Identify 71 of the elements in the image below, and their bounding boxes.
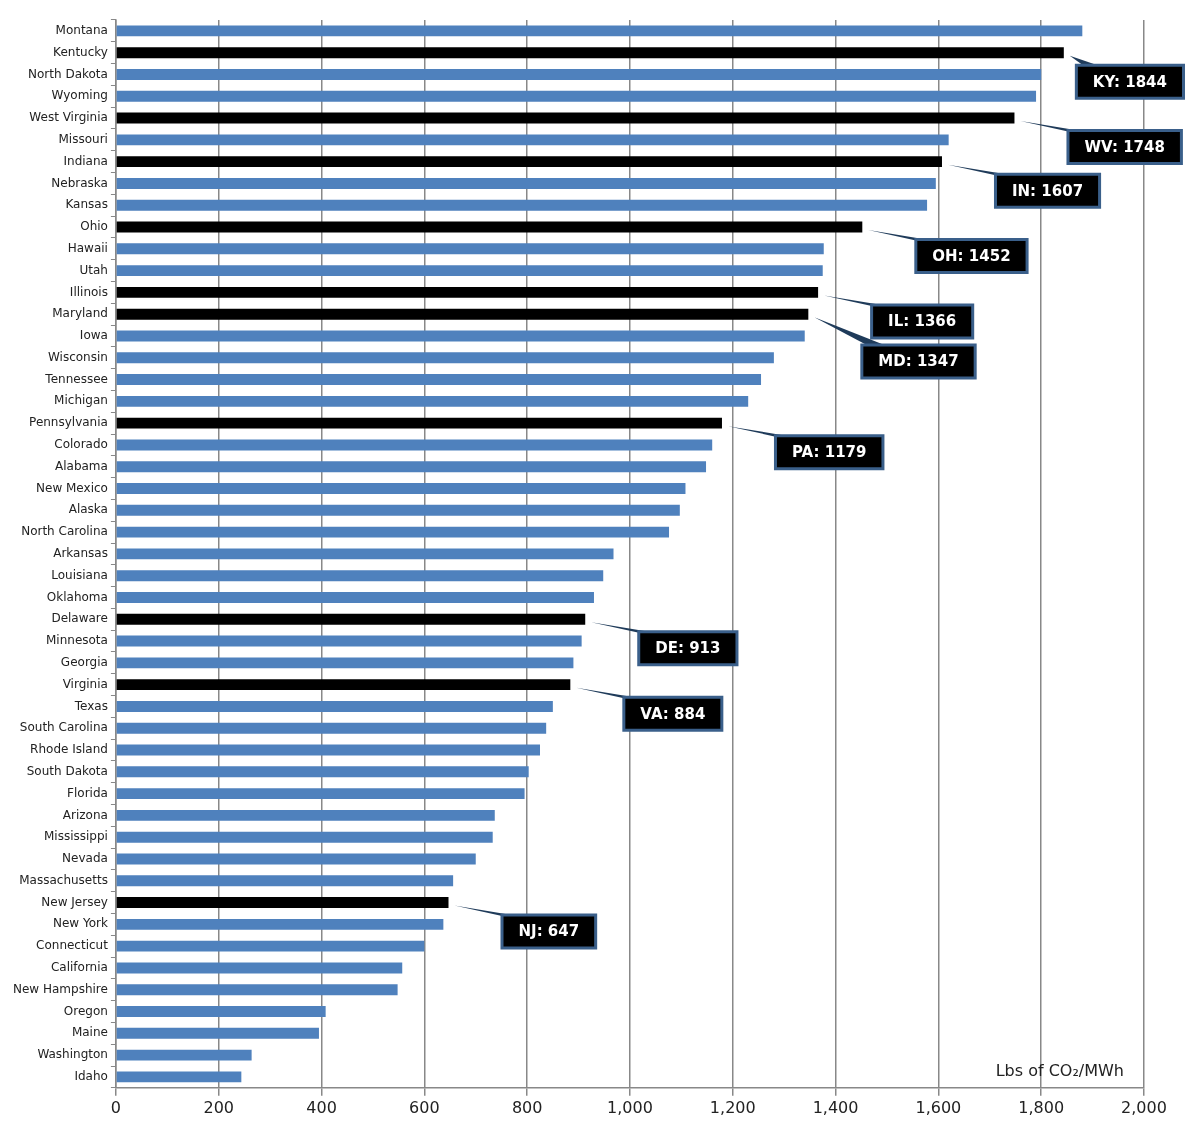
x-tick-label: 1,800 [1018,1097,1065,1117]
y-tick-label: New Hampshire [12,981,108,996]
y-tick-label: Louisiana [51,567,108,582]
y-tick-label: South Dakota [26,763,108,778]
y-tick-label: Arkansas [53,546,108,561]
y-tick-label: Kansas [65,197,108,212]
data-label: DE: 913 [655,639,721,658]
y-tick-label: Missouri [58,131,108,146]
x-tick-label: 0 [110,1097,122,1117]
y-tick-label: Wyoming [51,88,108,103]
y-tick-label: Florida [67,785,108,800]
x-tick-label: 1,200 [709,1097,756,1117]
y-tick-label: Texas [73,698,108,713]
y-tick-label: New Mexico [36,480,108,495]
y-tick-label: Maryland [52,306,108,321]
y-tick-label: Illinois [69,284,108,299]
x-tick-label: 2,000 [1121,1097,1167,1117]
data-label: OH: 1452 [932,246,1011,265]
y-tick-label: Maine [71,1025,108,1040]
y-tick-label: Massachusetts [19,872,108,887]
y-tick-label: West Virginia [29,110,108,125]
y-tick-label: Pennsylvania [29,415,108,430]
y-tick-label: New Jersey [41,894,108,909]
y-tick-label: Arizona [62,807,108,822]
x-tick-label: 800 [511,1097,543,1117]
y-tick-label: Alabama [54,458,108,473]
y-tick-label: Hawaii [67,240,108,255]
x-tick-label: 200 [203,1097,234,1117]
data-label: IL: 1366 [888,312,957,331]
y-tick-label: South Carolina [19,720,108,735]
y-tick-label: North Dakota [28,66,108,81]
x-tick-label: 1,600 [915,1097,962,1117]
y-tick-label: Tennessee [44,371,108,386]
y-tick-label: Utah [79,262,108,277]
y-tick-label: Washington [37,1047,108,1062]
y-tick-label: Alaska [68,502,108,517]
y-tick-label: North Carolina [21,524,108,539]
y-tick-label: California [50,960,108,975]
data-label: KY: 1844 [1092,72,1167,91]
y-tick-label: Oregon [63,1003,108,1018]
y-tick-label: Minnesota [45,633,108,648]
y-tick-label: Connecticut [36,938,109,953]
data-label: PA: 1179 [791,443,867,462]
y-tick-label: Virginia [62,676,108,691]
y-tick-label: Michigan [54,393,108,408]
y-tick-label: Nevada [62,851,108,866]
y-tick-label: Oklahoma [46,589,108,604]
y-tick-label: Mississippi [43,829,108,844]
x-tick-label: 1,400 [812,1097,859,1117]
y-tick-label: Montana [55,23,108,38]
x-axis-title: Lbs of CO₂/MWh [995,1060,1124,1080]
y-tick-label: Georgia [60,654,108,669]
y-tick-label: New York [52,916,108,931]
x-tick-label: 400 [306,1097,337,1117]
data-label: IN: 1607 [1011,181,1084,200]
y-tick-label: Iowa [79,328,108,343]
y-tick-label: Idaho [74,1069,108,1084]
y-tick-label: Indiana [63,153,108,168]
data-label: VA: 884 [640,704,706,723]
y-tick-label: Delaware [51,611,108,626]
y-tick-label: Wisconsin [47,349,108,364]
y-tick-label: Rhode Island [30,742,108,757]
y-tick-label: Colorado [54,437,108,452]
y-tick-label: Kentucky [53,44,108,59]
data-label: NJ: 647 [518,922,580,941]
y-tick-label: Nebraska [51,175,108,190]
data-label: MD: 1347 [878,352,959,371]
x-tick-label: 600 [409,1097,440,1117]
y-tick-label: Ohio [80,219,108,234]
x-tick-label: 1,000 [607,1097,653,1117]
data-label: WV: 1748 [1084,137,1165,156]
